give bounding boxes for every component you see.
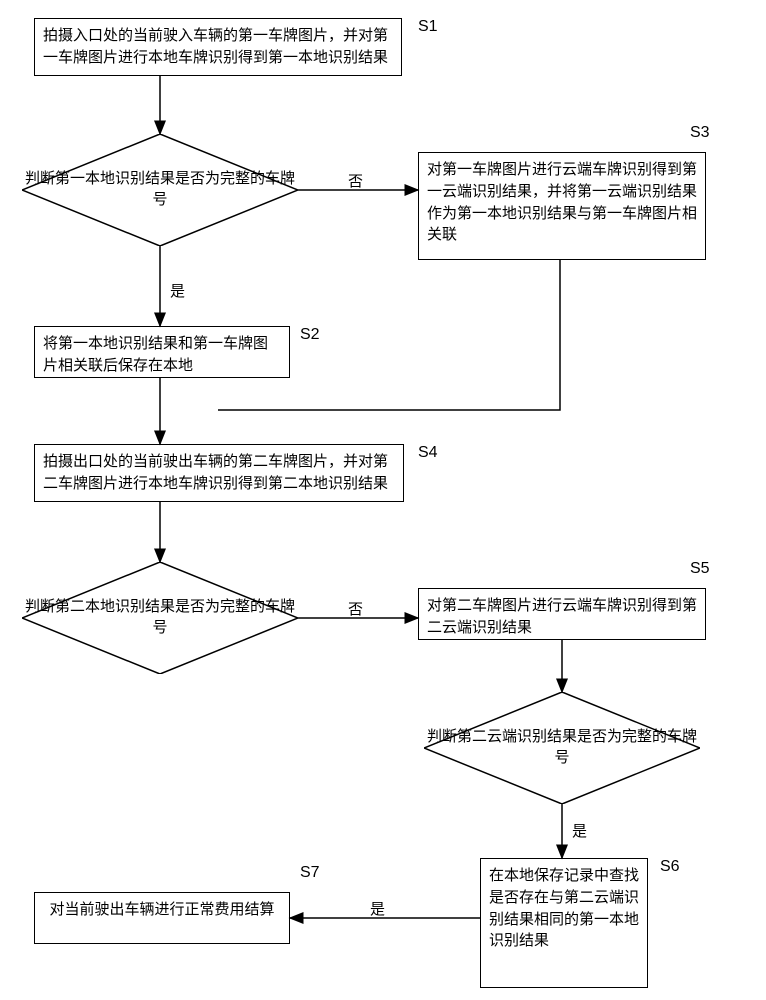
decision-d3: 判断第二云端识别结果是否为完整的车牌号 [424,692,700,804]
edge-d3-yes: 是 [572,820,587,841]
label-s1: S1 [418,18,438,36]
edge-d1-yes: 是 [170,280,185,301]
step-s3-text: 对第一车牌图片进行云端车牌识别得到第一云端识别结果，并将第一云端识别结果作为第一… [427,161,697,243]
decision-d2-text: 判断第二本地识别结果是否为完整的车牌号 [22,596,298,638]
label-s5: S5 [690,560,710,578]
decision-d1: 判断第一本地识别结果是否为完整的车牌号 [22,134,298,246]
step-s4-text: 拍摄出口处的当前驶出车辆的第二车牌图片，并对第二车牌图片进行本地车牌识别得到第二… [43,453,388,492]
step-s3: 对第一车牌图片进行云端车牌识别得到第一云端识别结果，并将第一云端识别结果作为第一… [418,152,706,260]
step-s5-text: 对第二车牌图片进行云端车牌识别得到第二云端识别结果 [427,597,697,636]
decision-d3-text: 判断第二云端识别结果是否为完整的车牌号 [424,726,700,768]
decision-d1-text: 判断第一本地识别结果是否为完整的车牌号 [22,168,298,210]
label-s4: S4 [418,444,438,462]
decision-d2: 判断第二本地识别结果是否为完整的车牌号 [22,562,298,674]
edge-d1-no: 否 [348,170,363,191]
label-s7: S7 [300,864,320,882]
label-s3: S3 [690,124,710,142]
step-s1-text: 拍摄入口处的当前驶入车辆的第一车牌图片，并对第一车牌图片进行本地车牌识别得到第一… [43,27,388,66]
edge-s6-yes: 是 [370,898,385,919]
step-s2: 将第一本地识别结果和第一车牌图片相关联后保存在本地 [34,326,290,378]
step-s1: 拍摄入口处的当前驶入车辆的第一车牌图片，并对第一车牌图片进行本地车牌识别得到第一… [34,18,402,76]
step-s6-text: 在本地保存记录中查找是否存在与第二云端识别结果相同的第一本地识别结果 [489,867,639,949]
label-s6: S6 [660,858,680,876]
step-s5: 对第二车牌图片进行云端车牌识别得到第二云端识别结果 [418,588,706,640]
step-s2-text: 将第一本地识别结果和第一车牌图片相关联后保存在本地 [43,335,268,374]
step-s7: 对当前驶出车辆进行正常费用结算 [34,892,290,944]
step-s4: 拍摄出口处的当前驶出车辆的第二车牌图片，并对第二车牌图片进行本地车牌识别得到第二… [34,444,404,502]
edge-d2-no: 否 [348,598,363,619]
step-s7-text: 对当前驶出车辆进行正常费用结算 [49,901,274,918]
label-s2: S2 [300,326,320,344]
step-s6: 在本地保存记录中查找是否存在与第二云端识别结果相同的第一本地识别结果 [480,858,648,988]
